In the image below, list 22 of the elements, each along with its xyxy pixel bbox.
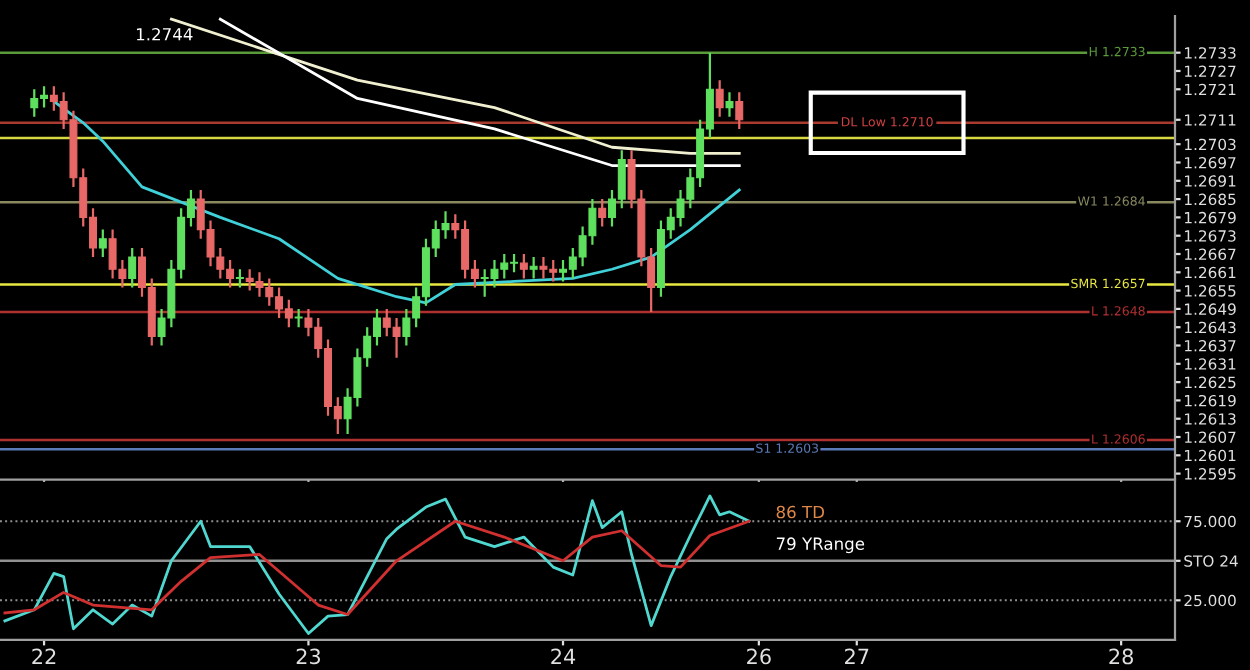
- candlestick: [735, 91, 744, 131]
- x-tick-label: 26: [747, 648, 771, 665]
- candlestick: [598, 197, 607, 228]
- candlestick: [519, 252, 528, 280]
- candlestick: [725, 91, 734, 118]
- candlestick: [529, 255, 538, 280]
- annotation: 86 TD: [776, 505, 825, 519]
- candlestick: [98, 228, 107, 259]
- candlestick: [715, 79, 724, 118]
- annotation: 79 YRange: [776, 537, 865, 554]
- candlestick: [235, 268, 244, 289]
- x-tick-label: 22: [32, 648, 56, 665]
- x-tick-label: 28: [1109, 648, 1133, 665]
- x-tick-label: 23: [296, 648, 321, 665]
- line-series: [3, 494, 751, 635]
- line-series: [218, 17, 741, 167]
- annotation: 1.2744: [136, 27, 193, 41]
- line-series: [3, 519, 751, 616]
- x-tick-label: 27: [845, 648, 869, 665]
- candlestick: [128, 246, 137, 289]
- x-tick-label: 24: [551, 648, 576, 665]
- candlestick: [294, 307, 303, 329]
